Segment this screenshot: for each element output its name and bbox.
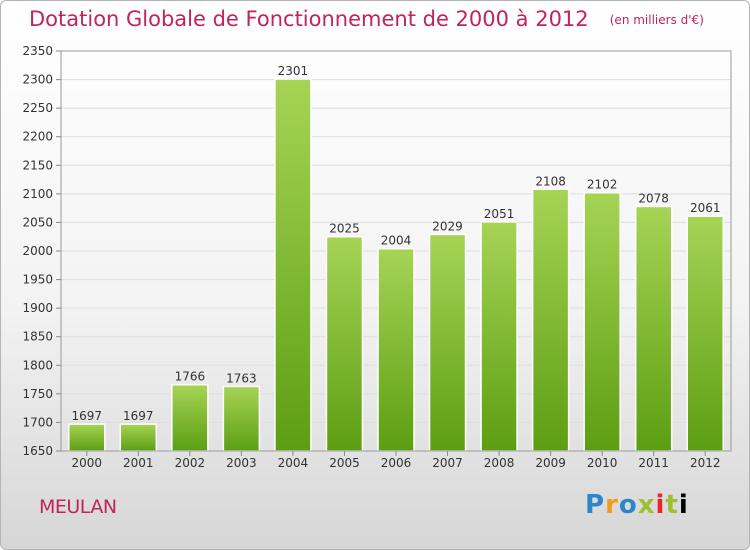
y-axis-ticks: 1650 1700 1750 1800 1850 1900 1950 2000 2050 2100… [22, 44, 61, 458]
bars [68, 78, 724, 452]
bar [686, 215, 724, 452]
bar [171, 383, 209, 452]
x-tick-label: 2003 [226, 456, 257, 470]
y-tick-label: 1900 [22, 301, 53, 315]
bar-value-label: 2102 [587, 178, 618, 192]
brand-letter: r [605, 490, 619, 520]
x-tick-label: 2004 [278, 456, 309, 470]
town-name: MEULAN [39, 496, 117, 518]
y-tick-label: 2300 [22, 73, 53, 87]
chart-title: Dotation Globale de Fonctionnement de 20… [29, 7, 589, 31]
x-tick-label: 2000 [71, 456, 102, 470]
bar-value-label: 1697 [123, 409, 154, 423]
bar [222, 385, 261, 452]
bar-value-label: 2051 [484, 207, 515, 221]
x-tick-label: 2006 [381, 456, 412, 470]
x-tick-label: 2008 [484, 456, 515, 470]
bar [119, 423, 158, 452]
bar [325, 235, 364, 452]
chart-unit: (en milliers d'€) [609, 13, 704, 27]
y-tick-label: 1650 [22, 444, 53, 458]
bar [274, 78, 312, 452]
y-tick-label: 2350 [22, 44, 53, 58]
y-tick-label: 2150 [22, 158, 53, 172]
x-tick-label: 2009 [535, 456, 566, 470]
bar [480, 221, 518, 452]
y-tick-label: 1950 [22, 273, 53, 287]
bar-value-label: 2004 [381, 234, 412, 248]
y-tick-label: 2250 [22, 101, 53, 115]
bar-value-label: 2025 [329, 222, 360, 236]
y-tick-label: 2200 [22, 130, 53, 144]
bar-value-label: 1697 [71, 409, 102, 423]
plot-area-border [60, 50, 732, 452]
x-tick-label: 2007 [432, 456, 463, 470]
x-tick-label: 2001 [123, 456, 154, 470]
bar-value-label: 2029 [432, 219, 463, 233]
y-tick-label: 1850 [22, 330, 53, 344]
bar [428, 233, 467, 452]
bar-value-label: 2301 [278, 64, 309, 78]
bar-value-label: 2078 [638, 191, 669, 205]
bar-value-label: 2061 [690, 201, 721, 215]
x-tick-label: 2010 [587, 456, 618, 470]
x-axis-ticks: 2000 2001 2002 2003 2004 2005 2006 2007 2008 2009… [71, 451, 721, 470]
y-tick-label: 2050 [22, 215, 53, 229]
brand-letter: t [665, 490, 679, 520]
brand-letter: P [585, 490, 606, 520]
bar-value-labels: 1697 1697 1766 1763 2301 2025 2004 2029 2051 2108… [71, 64, 720, 423]
bar [583, 191, 621, 452]
brand-logo: Proxiti [585, 490, 689, 520]
bar [531, 188, 570, 452]
y-tick-label: 2100 [22, 187, 53, 201]
bar [634, 205, 673, 452]
y-tick-label: 1700 [22, 415, 53, 429]
bar-value-label: 1763 [226, 371, 257, 385]
brand-letter: i [678, 490, 689, 520]
brand-letter: x [637, 490, 656, 520]
bar-value-label: 2108 [535, 174, 566, 188]
bar [377, 247, 415, 452]
y-tick-label: 1800 [22, 358, 53, 372]
brand-letter: i [655, 490, 666, 520]
bar-value-label: 1766 [175, 370, 206, 384]
chart-title-row: Dotation Globale de Fonctionnement de 20… [29, 7, 704, 31]
brand-letter: o [618, 490, 638, 520]
bar [68, 423, 106, 452]
y-tick-label: 1750 [22, 387, 53, 401]
y-tick-label: 2000 [22, 244, 53, 258]
x-tick-label: 2012 [690, 456, 721, 470]
x-tick-label: 2011 [638, 456, 669, 470]
x-tick-label: 2005 [329, 456, 360, 470]
x-tick-label: 2002 [175, 456, 206, 470]
